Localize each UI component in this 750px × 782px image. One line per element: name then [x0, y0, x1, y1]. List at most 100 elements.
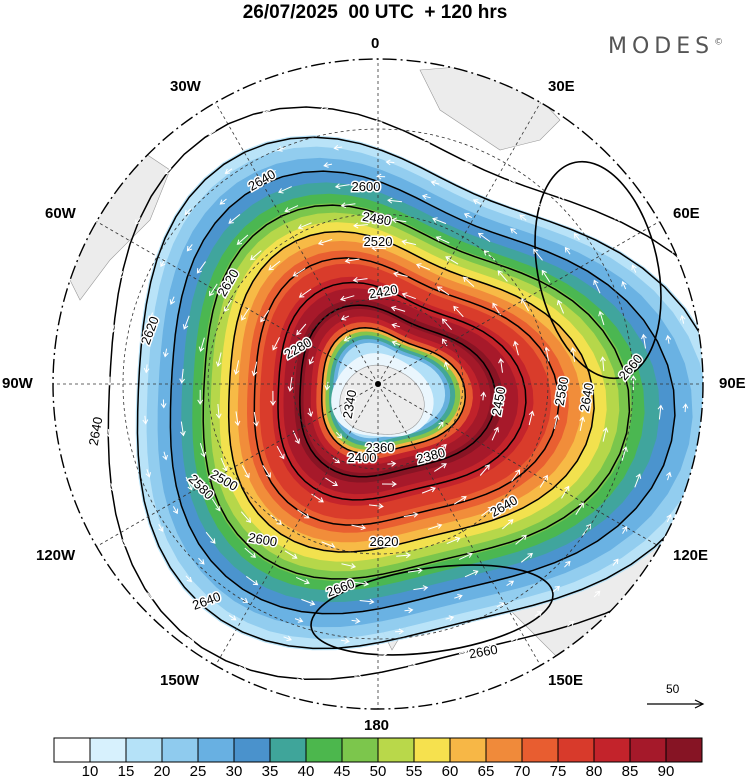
- wind-arrow: [427, 523, 443, 530]
- wind-arrow: [215, 403, 222, 419]
- wind-arrow: [278, 186, 292, 194]
- wind-arrow: [520, 552, 533, 563]
- contour-2660-east: [534, 160, 662, 380]
- wind-arrow: [138, 268, 144, 277]
- wind-arrow: [508, 177, 516, 184]
- wind-arrow: [317, 238, 333, 246]
- wind-arrow: [557, 193, 565, 200]
- map-border: [52, 58, 704, 710]
- wind-arrow: [631, 264, 637, 273]
- wind-arrow: [679, 314, 686, 324]
- wind-arrow: [441, 318, 452, 331]
- wind-arrow: [308, 356, 314, 365]
- wind-arrow: [341, 563, 357, 569]
- wind-arrow: [241, 307, 250, 321]
- wind-arrow: [298, 288, 312, 298]
- wind-arrow: [250, 250, 262, 261]
- wind-arrow: [553, 414, 560, 430]
- wind-arrow: [241, 465, 250, 479]
- wind-arrow: [598, 310, 605, 326]
- wind-arrow: [240, 597, 249, 603]
- wind-arrow: [387, 197, 403, 204]
- wind-arrow: [401, 239, 417, 246]
- wind-arrow: [196, 261, 207, 274]
- contour-label: 2580: [552, 376, 572, 407]
- wind-arrow: [386, 442, 396, 449]
- wind-arrow: [477, 232, 491, 243]
- wind-arrow: [238, 665, 248, 671]
- wind-arrow: [497, 270, 508, 282]
- contour-label: 2520: [364, 234, 393, 249]
- wind-arrow: [276, 445, 285, 460]
- wind-arrow: [682, 403, 689, 413]
- wind-arrow: [110, 324, 116, 334]
- wind-arrow: [294, 124, 304, 130]
- wind-arrow: [185, 575, 193, 583]
- contour-2660-south: [310, 564, 554, 656]
- wind-arrow: [208, 130, 216, 136]
- wind-arrow: [253, 411, 259, 427]
- wind-arrow: [421, 139, 430, 146]
- wind-arrow: [722, 299, 727, 307]
- wind-arrow: [297, 222, 312, 230]
- wind-arrow: [666, 513, 672, 523]
- wind-arrow: [653, 556, 659, 565]
- lon-label-0: 0: [371, 35, 380, 52]
- wind-arrow: [590, 221, 597, 230]
- wind-arrow: [541, 269, 551, 283]
- contour-2580: [202, 204, 631, 580]
- colorbar-tick-label: 75: [549, 763, 567, 780]
- wind-arrow: [439, 443, 447, 451]
- wind-arrow: [224, 168, 233, 174]
- wind-arrow: [324, 381, 331, 391]
- wind-arrow: [700, 451, 703, 461]
- wind-arrow: [404, 607, 414, 614]
- wind-arrow: [351, 618, 361, 624]
- wind-arrow: [164, 167, 172, 175]
- wind-arrow: [430, 638, 440, 645]
- wind-arrow: [462, 276, 475, 287]
- wind-arrow: [391, 340, 400, 346]
- colorbar-tick-label: 85: [621, 763, 639, 780]
- wind-arrow: [491, 426, 499, 441]
- wind-arrow: [445, 615, 455, 621]
- lon-label-120w: 120W: [36, 547, 76, 564]
- wind-arrow: [339, 295, 355, 302]
- wind-arrow: [340, 202, 356, 209]
- wind-arrow: [593, 279, 601, 294]
- wind-arrow: [408, 663, 417, 669]
- wind-arrow: [534, 611, 543, 617]
- wind-arrow: [180, 421, 186, 437]
- wind-arrow: [260, 309, 270, 323]
- wind-arrow: [236, 234, 249, 245]
- wind-arrow: [109, 483, 116, 492]
- wind-arrow: [284, 205, 299, 213]
- contour-label: 2600: [247, 530, 278, 550]
- wind-arrow: [262, 465, 271, 478]
- right-arrow-icon: [647, 699, 705, 709]
- wind-arrow: [472, 199, 481, 205]
- wind-arrow: [340, 638, 350, 644]
- wind-arrow: [325, 477, 338, 486]
- wind-arrow: [570, 347, 576, 362]
- wind-arrow: [353, 222, 368, 229]
- wind-arrow: [393, 271, 408, 278]
- wind-arrow: [446, 536, 461, 545]
- wind-arrow: [270, 514, 282, 525]
- wind-arrow: [602, 427, 609, 442]
- wind-arrow: [238, 137, 247, 143]
- wind-vectors: [106, 106, 735, 683]
- wind-arrow: [458, 552, 473, 560]
- wind-arrow: [158, 524, 164, 533]
- wind-arrow: [612, 558, 619, 566]
- wind-arrow: [539, 474, 548, 488]
- wind-arrow: [387, 460, 397, 467]
- wind-arrow: [730, 440, 735, 448]
- wind-arrow: [292, 267, 306, 277]
- wind-arrow: [665, 471, 672, 481]
- wind-arrow: [528, 410, 535, 426]
- wind-arrow: [125, 373, 131, 383]
- wind-arrow: [511, 469, 521, 482]
- wind-arrow: [401, 292, 416, 300]
